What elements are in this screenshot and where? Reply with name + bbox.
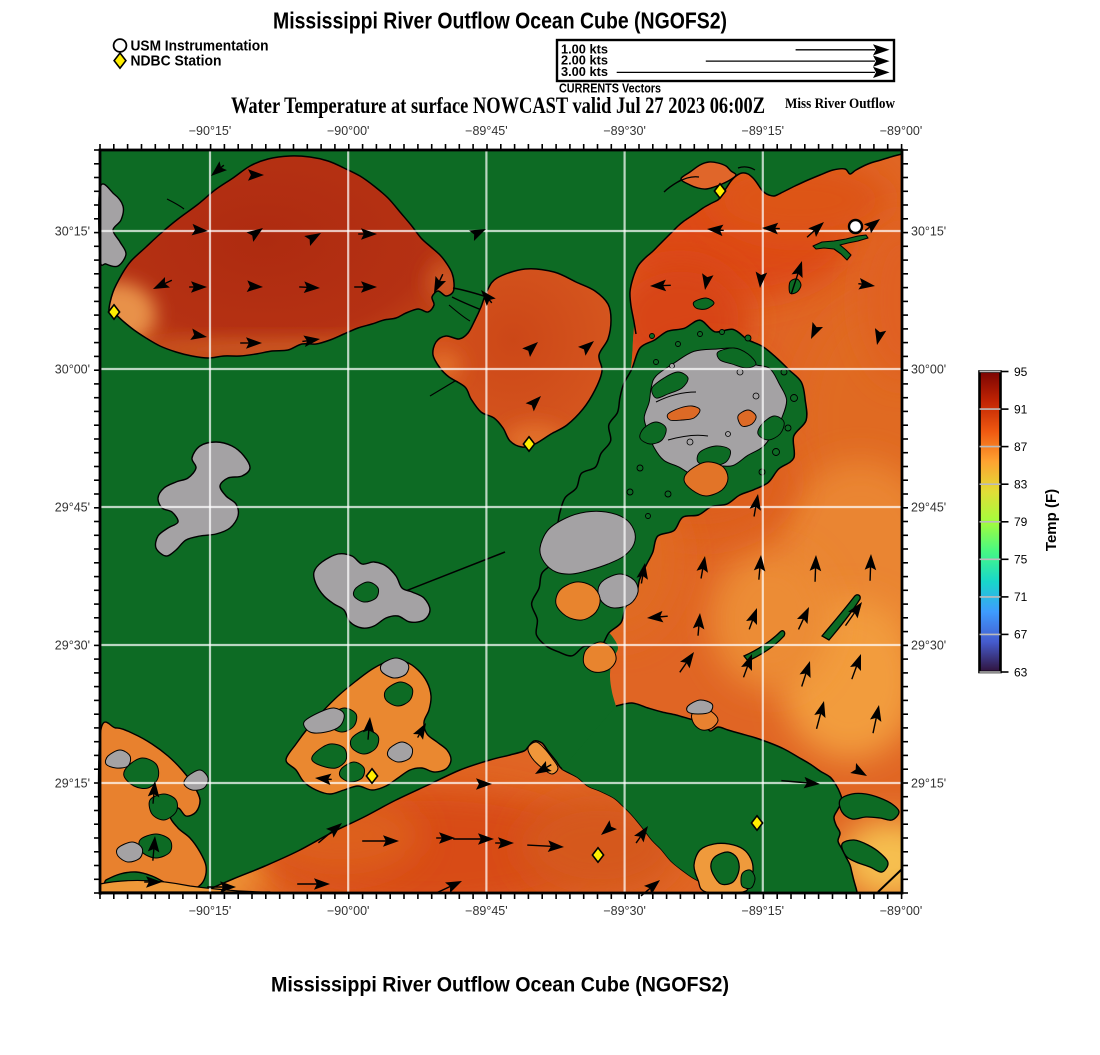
svg-text:30°15': 30°15' bbox=[911, 225, 946, 239]
svg-text:29°45': 29°45' bbox=[55, 501, 90, 515]
svg-text:−89°30': −89°30' bbox=[603, 124, 646, 138]
svg-text:−89°15': −89°15' bbox=[742, 904, 785, 918]
svg-text:95: 95 bbox=[1014, 365, 1028, 379]
svg-text:−89°00': −89°00' bbox=[880, 904, 923, 918]
svg-text:30°00': 30°00' bbox=[55, 363, 90, 377]
svg-text:79: 79 bbox=[1014, 515, 1028, 529]
svg-text:91: 91 bbox=[1014, 402, 1028, 416]
svg-text:−89°15': −89°15' bbox=[742, 124, 785, 138]
svg-text:Water Temperature at surface N: Water Temperature at surface NOWCAST val… bbox=[231, 93, 765, 118]
svg-text:Miss River Outflow: Miss River Outflow bbox=[785, 96, 895, 112]
svg-text:−89°30': −89°30' bbox=[603, 904, 646, 918]
svg-text:83: 83 bbox=[1014, 478, 1028, 492]
svg-text:NDBC Station: NDBC Station bbox=[131, 53, 222, 70]
svg-text:29°15': 29°15' bbox=[55, 777, 90, 791]
svg-text:−90°15': −90°15' bbox=[189, 904, 232, 918]
svg-text:Temp (F): Temp (F) bbox=[1043, 489, 1060, 551]
svg-text:−89°00': −89°00' bbox=[880, 124, 923, 138]
svg-text:71: 71 bbox=[1014, 590, 1028, 604]
svg-text:−90°00': −90°00' bbox=[327, 904, 370, 918]
svg-text:−89°45': −89°45' bbox=[465, 904, 508, 918]
svg-text:Mississippi River Outflow Ocea: Mississippi River Outflow Ocean Cube (NG… bbox=[271, 974, 729, 997]
svg-text:63: 63 bbox=[1014, 665, 1028, 679]
svg-text:29°30': 29°30' bbox=[911, 639, 946, 653]
svg-text:−90°00': −90°00' bbox=[327, 124, 370, 138]
svg-text:3.00 kts: 3.00 kts bbox=[561, 65, 608, 79]
svg-text:30°00': 30°00' bbox=[911, 363, 946, 377]
svg-text:29°45': 29°45' bbox=[911, 501, 946, 515]
svg-text:87: 87 bbox=[1014, 440, 1028, 454]
svg-text:30°15': 30°15' bbox=[55, 225, 90, 239]
svg-text:67: 67 bbox=[1014, 628, 1028, 642]
svg-text:Mississippi River Outflow Ocea: Mississippi River Outflow Ocean Cube (NG… bbox=[273, 8, 727, 34]
svg-text:29°15': 29°15' bbox=[911, 777, 946, 791]
svg-text:−90°15': −90°15' bbox=[189, 124, 232, 138]
svg-text:−89°45': −89°45' bbox=[465, 124, 508, 138]
svg-text:29°30': 29°30' bbox=[55, 639, 90, 653]
svg-text:75: 75 bbox=[1014, 553, 1028, 567]
